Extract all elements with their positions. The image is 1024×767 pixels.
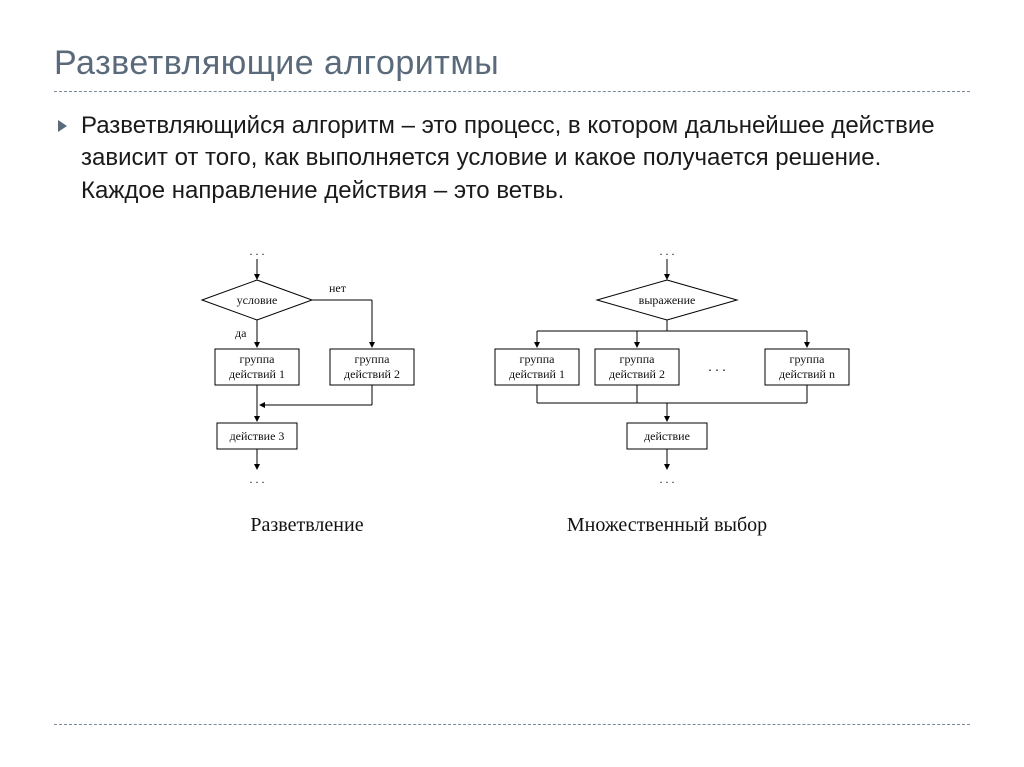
action-group-2-line2: действий 2 <box>344 367 400 381</box>
no-label: нет <box>329 281 347 295</box>
slide-title: Разветвляющие алгоритмы <box>54 44 970 83</box>
flowcharts-container: . . . условие нет да группа действий 1 г… <box>54 245 970 537</box>
decision-label: выражение <box>639 293 696 307</box>
boxes-ellipsis: . . . <box>708 360 726 375</box>
top-ellipsis: . . . <box>250 245 265 258</box>
action-group-1-line2: действий 1 <box>229 367 285 381</box>
action-group-n-line2: действий n <box>779 367 835 381</box>
decision-label: условие <box>237 293 278 307</box>
action-group-2-line2: действий 2 <box>609 367 665 381</box>
yes-label: да <box>235 326 247 340</box>
action-group-n-line1: группа <box>790 352 826 366</box>
action-group-2-line1: группа <box>355 352 391 366</box>
bottom-ellipsis: . . . <box>660 472 675 486</box>
multichoice-flowchart: . . . выражение группа действий 1 группа… <box>477 245 857 537</box>
definition-paragraph: Разветвляющийся алгоритм – это процесс, … <box>81 110 970 207</box>
title-divider <box>54 91 970 92</box>
top-ellipsis: . . . <box>660 245 675 258</box>
merge-action-label: действие 3 <box>230 429 285 443</box>
merge-action-label: действие <box>644 429 690 443</box>
footer-divider <box>54 724 970 725</box>
bullet-icon <box>58 120 67 132</box>
branching-flowchart: . . . условие нет да группа действий 1 г… <box>167 245 447 537</box>
action-group-2-line1: группа <box>620 352 656 366</box>
bottom-ellipsis: . . . <box>250 472 265 486</box>
action-group-1-line1: группа <box>240 352 276 366</box>
branching-caption: Разветвление <box>167 514 447 537</box>
action-group-1-line2: действий 1 <box>509 367 565 381</box>
multichoice-caption: Множественный выбор <box>477 514 857 537</box>
action-group-1-line1: группа <box>520 352 556 366</box>
